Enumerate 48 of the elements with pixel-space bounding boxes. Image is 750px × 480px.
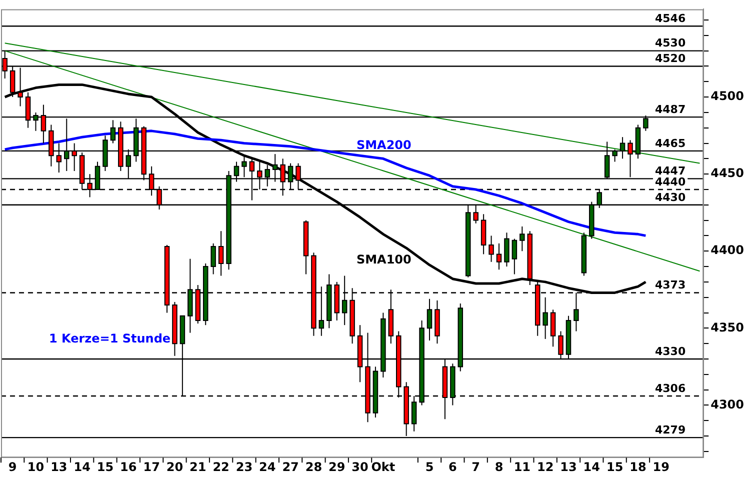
ref-line-label: 4430: [654, 190, 686, 204]
x-tick-label: 11: [514, 460, 531, 474]
x-tick-label: 27: [282, 460, 299, 474]
x-tick-label: 30: [352, 460, 368, 474]
ref-line-label: 4440: [654, 175, 686, 188]
y-tick-label: 4300: [710, 397, 744, 412]
y-tick-label: 4450: [710, 166, 744, 180]
x-tick-label: 29: [328, 460, 346, 474]
ref-line-label: 4546: [654, 12, 686, 26]
ref-line-label: 4530: [654, 36, 686, 50]
x-tick-label: 8: [494, 460, 504, 474]
x-tick-label: Okt: [371, 460, 396, 474]
y-tick-label: 4400: [710, 243, 744, 258]
x-tick-label: 23: [236, 460, 253, 474]
series-label: SMA200: [356, 138, 412, 152]
x-tick-label: 12: [536, 460, 554, 474]
ref-line-label: 4279: [654, 423, 686, 436]
x-tick-label: 22: [212, 460, 230, 474]
x-tick-label: 14: [583, 460, 600, 474]
x-tick-label: 6: [448, 460, 457, 474]
ref-line-label: 4447: [654, 164, 686, 178]
x-tick-label: 24: [259, 460, 276, 474]
y-tick-label: 4350: [710, 320, 744, 334]
ref-line-label: 4465: [654, 136, 686, 150]
ref-line-label: 4487: [654, 102, 686, 116]
y-tick-label: 4500: [710, 89, 744, 104]
x-tick-label: 18: [630, 460, 646, 474]
ref-line-label: 4330: [654, 344, 686, 358]
x-tick-label: 19: [652, 460, 670, 474]
x-tick-label: 7: [472, 460, 480, 474]
x-tick-label: 15: [606, 460, 624, 474]
x-tick-label: 9: [8, 460, 17, 474]
x-tick-label: 5: [425, 460, 434, 474]
x-tick-label: 16: [120, 460, 137, 474]
x-tick-label: 15: [96, 460, 114, 474]
ref-line-label: 4306: [654, 382, 686, 395]
x-tick-label: 14: [74, 460, 90, 474]
x-tick-label: 13: [560, 460, 577, 474]
x-tick-label: 28: [305, 460, 322, 474]
series-label: SMA100: [356, 252, 412, 266]
x-tick-label: 20: [166, 460, 184, 474]
annotation: 1 Kerze=1 Stunde: [49, 331, 171, 346]
x-tick-label: 17: [143, 460, 160, 474]
ref-line-label: 4373: [654, 278, 686, 292]
x-tick-label: 21: [190, 460, 206, 474]
x-tick-label: 10: [27, 460, 44, 474]
ref-line-label: 4520: [654, 52, 686, 66]
x-tick-label: 13: [50, 460, 68, 474]
